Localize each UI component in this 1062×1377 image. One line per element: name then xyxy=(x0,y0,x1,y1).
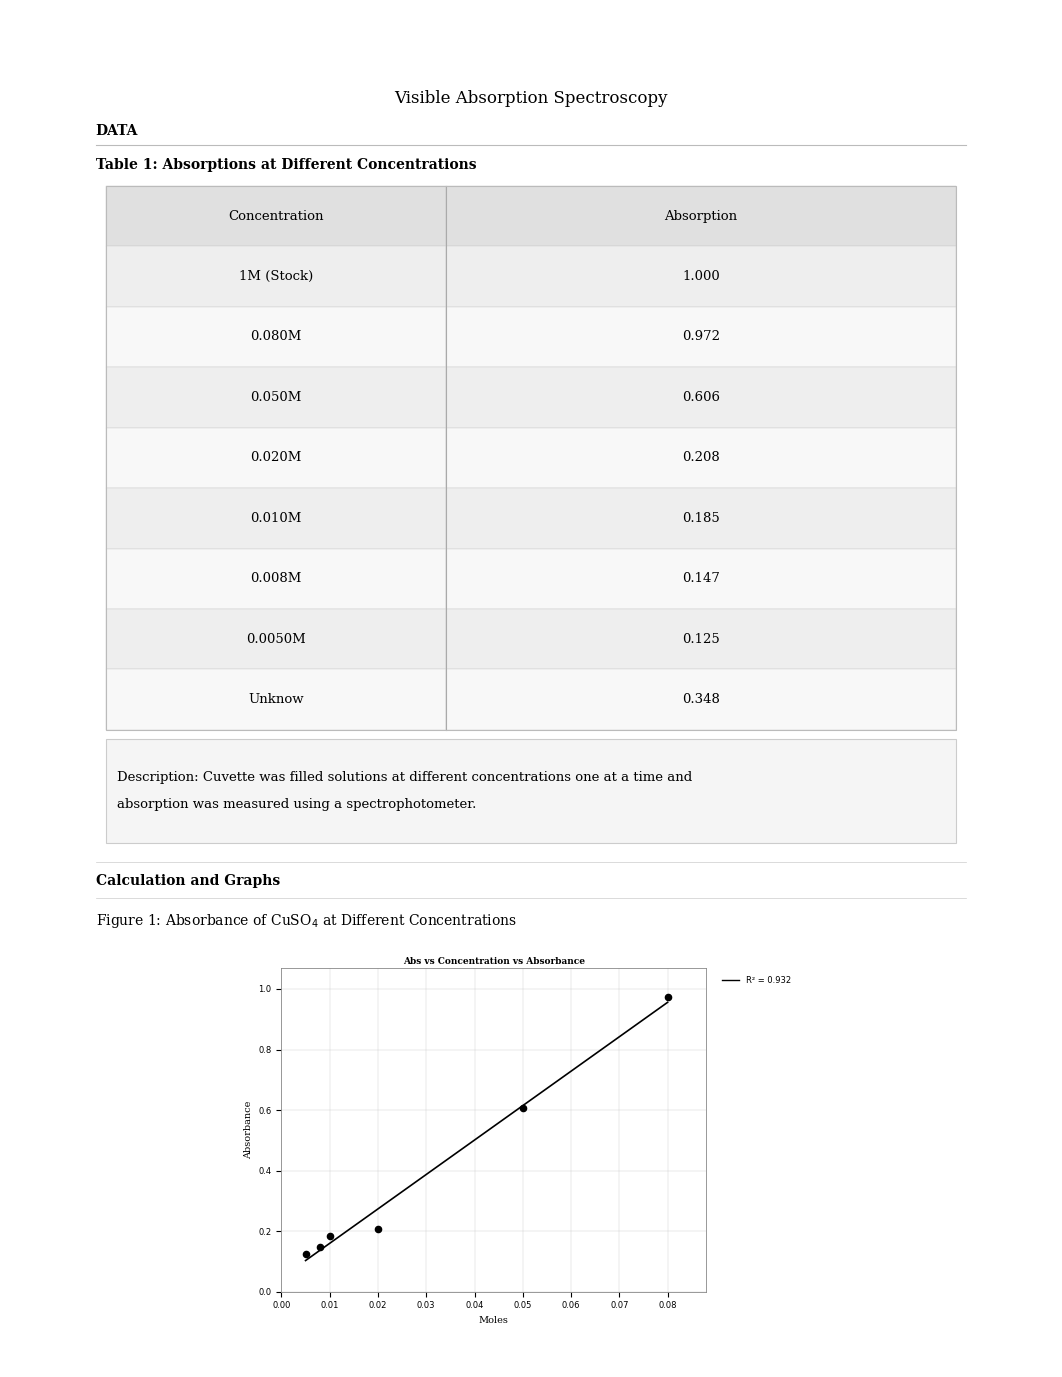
Text: 1.000: 1.000 xyxy=(682,270,720,284)
Text: Unknow: Unknow xyxy=(249,693,304,706)
Point xyxy=(660,986,676,1008)
Text: 0.0050M: 0.0050M xyxy=(246,632,306,646)
Bar xyxy=(106,246,446,307)
Text: Table 1: Absorptions at Different Concentrations: Table 1: Absorptions at Different Concen… xyxy=(96,158,476,172)
Bar xyxy=(106,487,446,548)
Bar xyxy=(446,307,956,368)
Text: Visible Absorption Spectroscopy: Visible Absorption Spectroscopy xyxy=(394,90,668,106)
Text: 0.010M: 0.010M xyxy=(251,512,302,525)
Point xyxy=(370,1217,387,1239)
Bar xyxy=(446,186,956,246)
Point xyxy=(321,1224,338,1246)
Bar xyxy=(446,669,956,730)
Text: 0.125: 0.125 xyxy=(682,632,720,646)
Text: Calculation and Graphs: Calculation and Graphs xyxy=(96,874,279,888)
Legend: R² = 0.932: R² = 0.932 xyxy=(719,972,794,987)
Text: 0.348: 0.348 xyxy=(682,693,720,706)
Bar xyxy=(446,368,956,428)
Text: 1M (Stock): 1M (Stock) xyxy=(239,270,313,284)
Text: absorption was measured using a spectrophotometer.: absorption was measured using a spectrop… xyxy=(117,799,476,811)
Bar xyxy=(446,548,956,609)
Bar xyxy=(106,739,956,843)
Bar xyxy=(446,428,956,487)
Text: 0.008M: 0.008M xyxy=(251,573,302,585)
Bar xyxy=(106,307,446,368)
Text: 0.606: 0.606 xyxy=(682,391,720,403)
Bar xyxy=(446,609,956,669)
Bar xyxy=(106,548,446,609)
Bar xyxy=(446,487,956,548)
Text: 0.080M: 0.080M xyxy=(251,330,302,343)
Text: Description: Cuvette was filled solutions at different concentrations one at a t: Description: Cuvette was filled solution… xyxy=(117,771,692,784)
Text: 0.972: 0.972 xyxy=(682,330,720,343)
Point xyxy=(514,1097,531,1120)
Text: Figure 1: Absorbance of CuSO$_4$ at Different Concentrations: Figure 1: Absorbance of CuSO$_4$ at Diff… xyxy=(96,912,516,929)
Point xyxy=(311,1237,328,1259)
Bar xyxy=(106,669,446,730)
Text: Concentration: Concentration xyxy=(228,209,324,223)
Y-axis label: Absorbance: Absorbance xyxy=(244,1100,253,1159)
Title: Abs vs Concentration vs Absorbance: Abs vs Concentration vs Absorbance xyxy=(402,957,585,965)
Bar xyxy=(106,186,956,730)
Bar xyxy=(106,609,446,669)
Text: 0.020M: 0.020M xyxy=(251,452,302,464)
Text: 0.147: 0.147 xyxy=(682,573,720,585)
Point xyxy=(297,1243,314,1265)
X-axis label: Moles: Moles xyxy=(479,1316,509,1325)
Bar xyxy=(106,428,446,487)
Text: 0.050M: 0.050M xyxy=(251,391,302,403)
Bar xyxy=(106,186,446,246)
Bar xyxy=(106,368,446,428)
Text: 0.208: 0.208 xyxy=(682,452,720,464)
Text: DATA: DATA xyxy=(96,124,138,138)
Text: 0.185: 0.185 xyxy=(682,512,720,525)
Bar xyxy=(446,246,956,307)
Text: Absorption: Absorption xyxy=(665,209,737,223)
